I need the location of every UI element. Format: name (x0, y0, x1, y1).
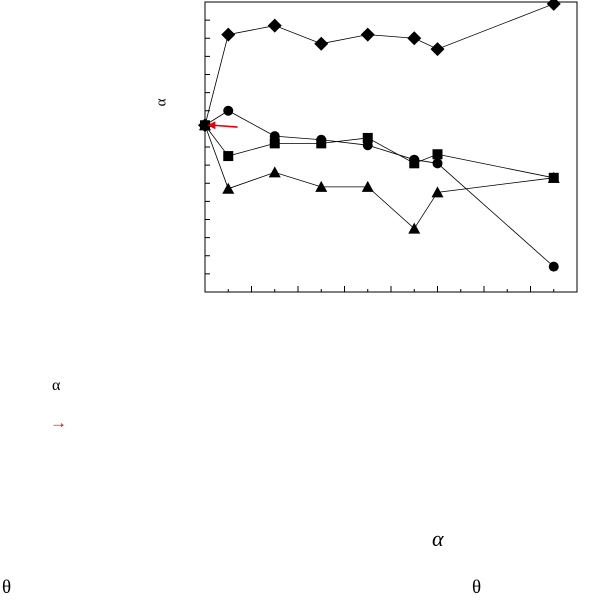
red-arrow-head (207, 121, 216, 130)
series-line-diamond (204, 3, 554, 126)
circle-marker (548, 261, 559, 272)
red-arrow-symbol: → (50, 413, 67, 432)
axis-ticks (204, 19, 578, 292)
diamond-marker (360, 27, 375, 42)
triangle-marker (268, 166, 281, 178)
diamond-marker (430, 42, 445, 57)
triangle-marker (408, 222, 421, 234)
square-marker (362, 132, 373, 143)
square-marker (316, 138, 327, 149)
series-line-circle (204, 110, 555, 267)
circle-marker (223, 105, 234, 116)
red-arrow-shaft (213, 124, 238, 128)
triangle-marker (315, 180, 328, 192)
square-marker (409, 158, 420, 169)
triangle-marker (431, 186, 444, 198)
alpha-italic-symbol: α (432, 526, 444, 551)
square-marker (223, 151, 234, 162)
triangle-marker (361, 180, 374, 192)
triangle-marker (547, 171, 560, 183)
series-line-square (204, 125, 554, 179)
series-square (200, 120, 559, 183)
series-diamond (198, 0, 561, 133)
square-marker (432, 149, 443, 160)
triangle-marker (199, 119, 211, 131)
triangle-marker (222, 182, 235, 194)
square-marker (269, 138, 280, 149)
y-axis-label: α (153, 98, 170, 107)
series-layer (198, 0, 561, 272)
diamond-marker (314, 36, 329, 51)
series-triangle (199, 119, 560, 234)
theta-symbol-left: θ (2, 577, 12, 598)
diamond-marker (546, 0, 561, 11)
diamond-marker (221, 27, 236, 42)
series-circle (200, 105, 559, 272)
alpha-symbol: α (52, 377, 61, 394)
diamond-marker (407, 31, 422, 46)
circle-marker (432, 158, 443, 169)
theta-symbol-right: θ (472, 577, 482, 598)
annotation-layer (207, 121, 238, 130)
series-line-triangle (204, 125, 554, 230)
diamond-marker (267, 18, 282, 33)
